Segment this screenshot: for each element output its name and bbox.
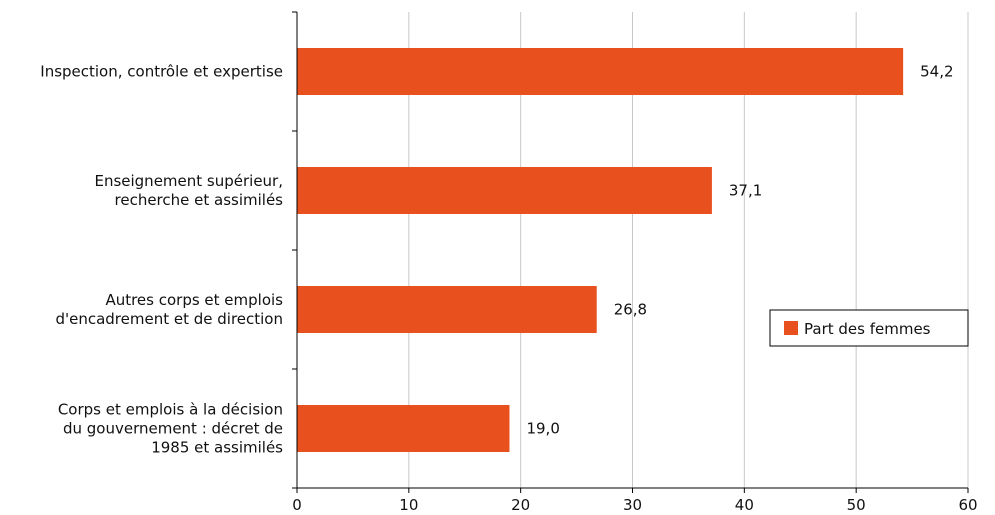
value-label-0: 54,2 [920, 63, 953, 81]
category-label-line: Autres corps et emplois [105, 291, 283, 309]
x-tick-label-0: 0 [292, 496, 302, 514]
value-label-3: 19,0 [526, 420, 559, 438]
value-label-1: 37,1 [729, 182, 762, 200]
category-label-line: recherche et assimilés [115, 191, 284, 209]
legend-swatch [784, 321, 798, 335]
x-tick-label-30: 30 [623, 496, 642, 514]
legend-box [769, 309, 969, 347]
legend-label: Part des femmes [804, 320, 931, 338]
bars [297, 48, 904, 452]
legend: Part des femmes [769, 309, 969, 347]
x-tick-label-20: 20 [511, 496, 530, 514]
category-label-line: du gouvernement : décret de [63, 420, 283, 438]
bar-1 [297, 167, 712, 214]
category-label-line: 1985 et assimilés [151, 439, 283, 457]
y-axis [292, 11, 298, 489]
category-label-line: Inspection, contrôle et expertise [40, 63, 283, 81]
category-label-0: Inspection, contrôle et expertise [40, 63, 283, 81]
value-label-2: 26,8 [614, 301, 647, 319]
value-labels: 54,2 37,1 26,8 19,0 [526, 63, 953, 438]
x-tick-label-40: 40 [735, 496, 754, 514]
bar-3 [297, 405, 510, 452]
bar-0 [297, 48, 904, 95]
bar-2 [297, 286, 597, 333]
x-tick-label-10: 10 [399, 496, 418, 514]
category-label-line: Corps et emplois à la décision [58, 401, 283, 419]
category-label-line: d'encadrement et de direction [55, 310, 283, 328]
category-label-line: Enseignement supérieur, [94, 172, 283, 190]
category-label-1: Enseignement supérieur, recherche et assi… [94, 172, 283, 209]
x-tick-label-50: 50 [847, 496, 866, 514]
category-label-3: Corps et emplois à la décision du gouvern… [58, 401, 283, 457]
x-axis: 0 10 20 30 40 50 60 [292, 487, 978, 514]
x-tick-label-60: 60 [958, 496, 977, 514]
category-label-2: Autres corps et emplois d'encadrement et … [55, 291, 283, 328]
category-labels: Inspection, contrôle et expertise Enseign… [40, 63, 283, 457]
